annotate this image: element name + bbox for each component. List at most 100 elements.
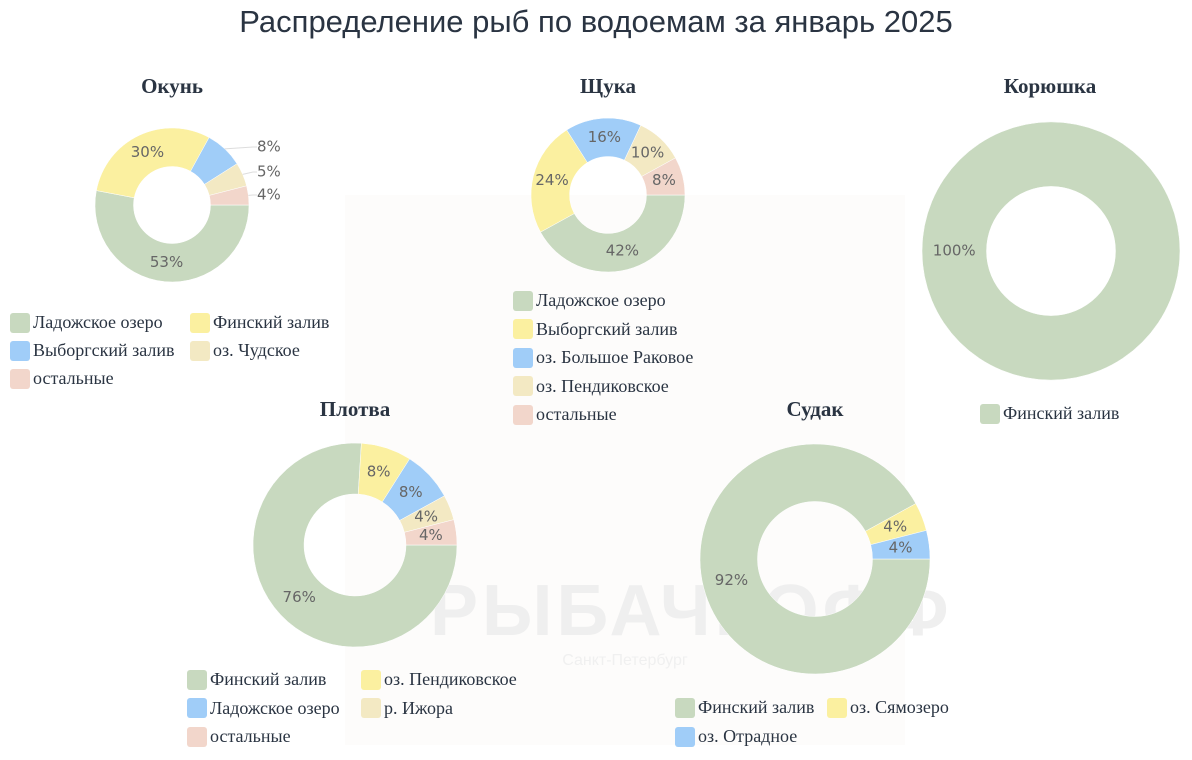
slice-percent-label: 8% [652,171,676,189]
slice-percent-label: 4% [414,507,438,525]
legend-label: Ладожское озеро [536,290,666,310]
donut-slice[interactable] [96,127,210,199]
slice-percent-label: 4% [419,526,443,544]
legend-swatch-icon [513,404,533,425]
legend-item[interactable]: оз. Чудское [190,340,300,361]
legend-swatch-icon [513,347,533,368]
donut-slice[interactable] [252,442,458,648]
legend-label: Выборгский залив [33,340,175,360]
legend-label: Выборгский залив [536,318,678,339]
chart-title-zander: Судак [786,397,844,421]
legend-item[interactable]: Финский залив [190,312,329,333]
page-title: Распределение рыб по водоемам за январь … [239,4,953,39]
legend-swatch-icon [10,312,30,333]
legend-swatch-icon [190,312,210,333]
legend-label: Ладожское озеро [33,312,163,332]
legend-item[interactable]: Ладожское озеро [513,290,666,311]
legend-item[interactable]: Выборгский залив [513,319,678,340]
legend-label: оз. Пендиковское [536,375,669,396]
legend-swatch-icon [361,669,381,690]
slice-percent-label: 53% [150,253,183,271]
legend-item[interactable]: оз. Большое Раковое [513,347,693,368]
legend-label: остальные [210,726,291,746]
donut-slice[interactable] [699,443,931,675]
legend-swatch-icon [190,340,210,361]
donut-slice[interactable] [870,530,931,560]
donut-slice[interactable] [404,519,458,546]
chart-title-roach: Плотва [319,397,391,421]
slice-percent-label: 30% [131,143,164,161]
legend-label: Финский залив [213,312,330,332]
legend-item[interactable]: р. Ижора [361,698,453,719]
legend-swatch-icon [10,368,30,389]
donut-slice[interactable] [641,157,686,196]
legend-swatch-icon [827,697,847,718]
legend-item[interactable]: Финский залив [980,403,1119,424]
legend-item[interactable]: остальные [513,404,617,425]
legend-swatch-icon [513,290,533,311]
legend-label: оз. Сямозеро [850,697,949,717]
legend-label: Финский залив [1003,403,1120,423]
slice-percent-label: 8% [399,483,423,501]
legend-item[interactable]: остальные [10,368,114,389]
legend-item[interactable]: оз. Пендиковское [513,376,669,397]
slice-percent-label: 4% [883,518,907,536]
legend-label: оз. Пендиковское [384,669,517,689]
chart-title-pike: Щука [579,74,637,98]
legend-swatch-icon [980,403,1000,424]
legend-label: Финский залив [210,669,327,689]
slice-percent-label: 4% [257,186,281,204]
slice-percent-label: 4% [889,539,913,557]
legend-item[interactable]: оз. Сямозеро [827,697,949,718]
legend-label: р. Ижора [384,697,453,718]
legend-swatch-icon [187,669,207,690]
donut-slice[interactable] [94,190,250,283]
legend-item[interactable]: оз. Пендиковское [361,669,517,690]
legend-label: остальные [536,404,617,424]
slice-percent-label: 5% [257,163,281,181]
legend-item[interactable]: остальные [187,726,291,747]
slice-percent-label: 16% [588,128,621,146]
legend-swatch-icon [675,697,695,718]
slice-percent-label: 8% [367,463,391,481]
legend-label: остальные [33,368,114,388]
legend-item[interactable]: Выборгский залив [10,340,175,361]
legend-item[interactable]: Ладожское озеро [187,698,340,719]
donut-slice[interactable] [208,185,250,206]
legend-label: Финский залив [698,697,815,717]
legend-swatch-icon [10,340,30,361]
legend-item[interactable]: Ладожское озеро [10,312,163,333]
legend-item[interactable]: оз. Отрадное [675,726,797,747]
slice-percent-label: 24% [535,171,568,189]
slice-percent-label: 92% [715,571,748,589]
slice-percent-label: 42% [606,241,639,259]
legend-swatch-icon [187,698,207,718]
legend-label: оз. Отрадное [698,726,798,746]
label-leader-line [224,146,257,150]
slice-percent-label: 100% [933,242,976,260]
legend-label: Ладожское озеро [210,697,340,718]
slice-percent-label: 76% [283,588,316,606]
slice-percent-label: 8% [257,138,281,156]
legend-label: оз. Чудское [213,340,300,360]
donut-slice[interactable] [921,121,1181,381]
legend-label: оз. Большое Раковое [536,347,694,367]
legend-swatch-icon [361,698,381,718]
watermark-subtext: Санкт-Петербург [562,652,688,669]
legend-swatch-icon [513,376,533,396]
legend-swatch-icon [675,726,695,747]
chart-title-perch: Окунь [141,74,203,98]
slice-percent-label: 10% [631,143,664,161]
donut-slice[interactable] [540,194,686,273]
legend-item[interactable]: Финский залив [187,669,326,690]
chart-title-smelt: Корюшка [1003,74,1097,98]
legend-swatch-icon [513,319,533,339]
legend-swatch-icon [187,726,207,747]
label-leader-line [242,171,257,175]
legend-item[interactable]: Финский залив [675,697,814,718]
